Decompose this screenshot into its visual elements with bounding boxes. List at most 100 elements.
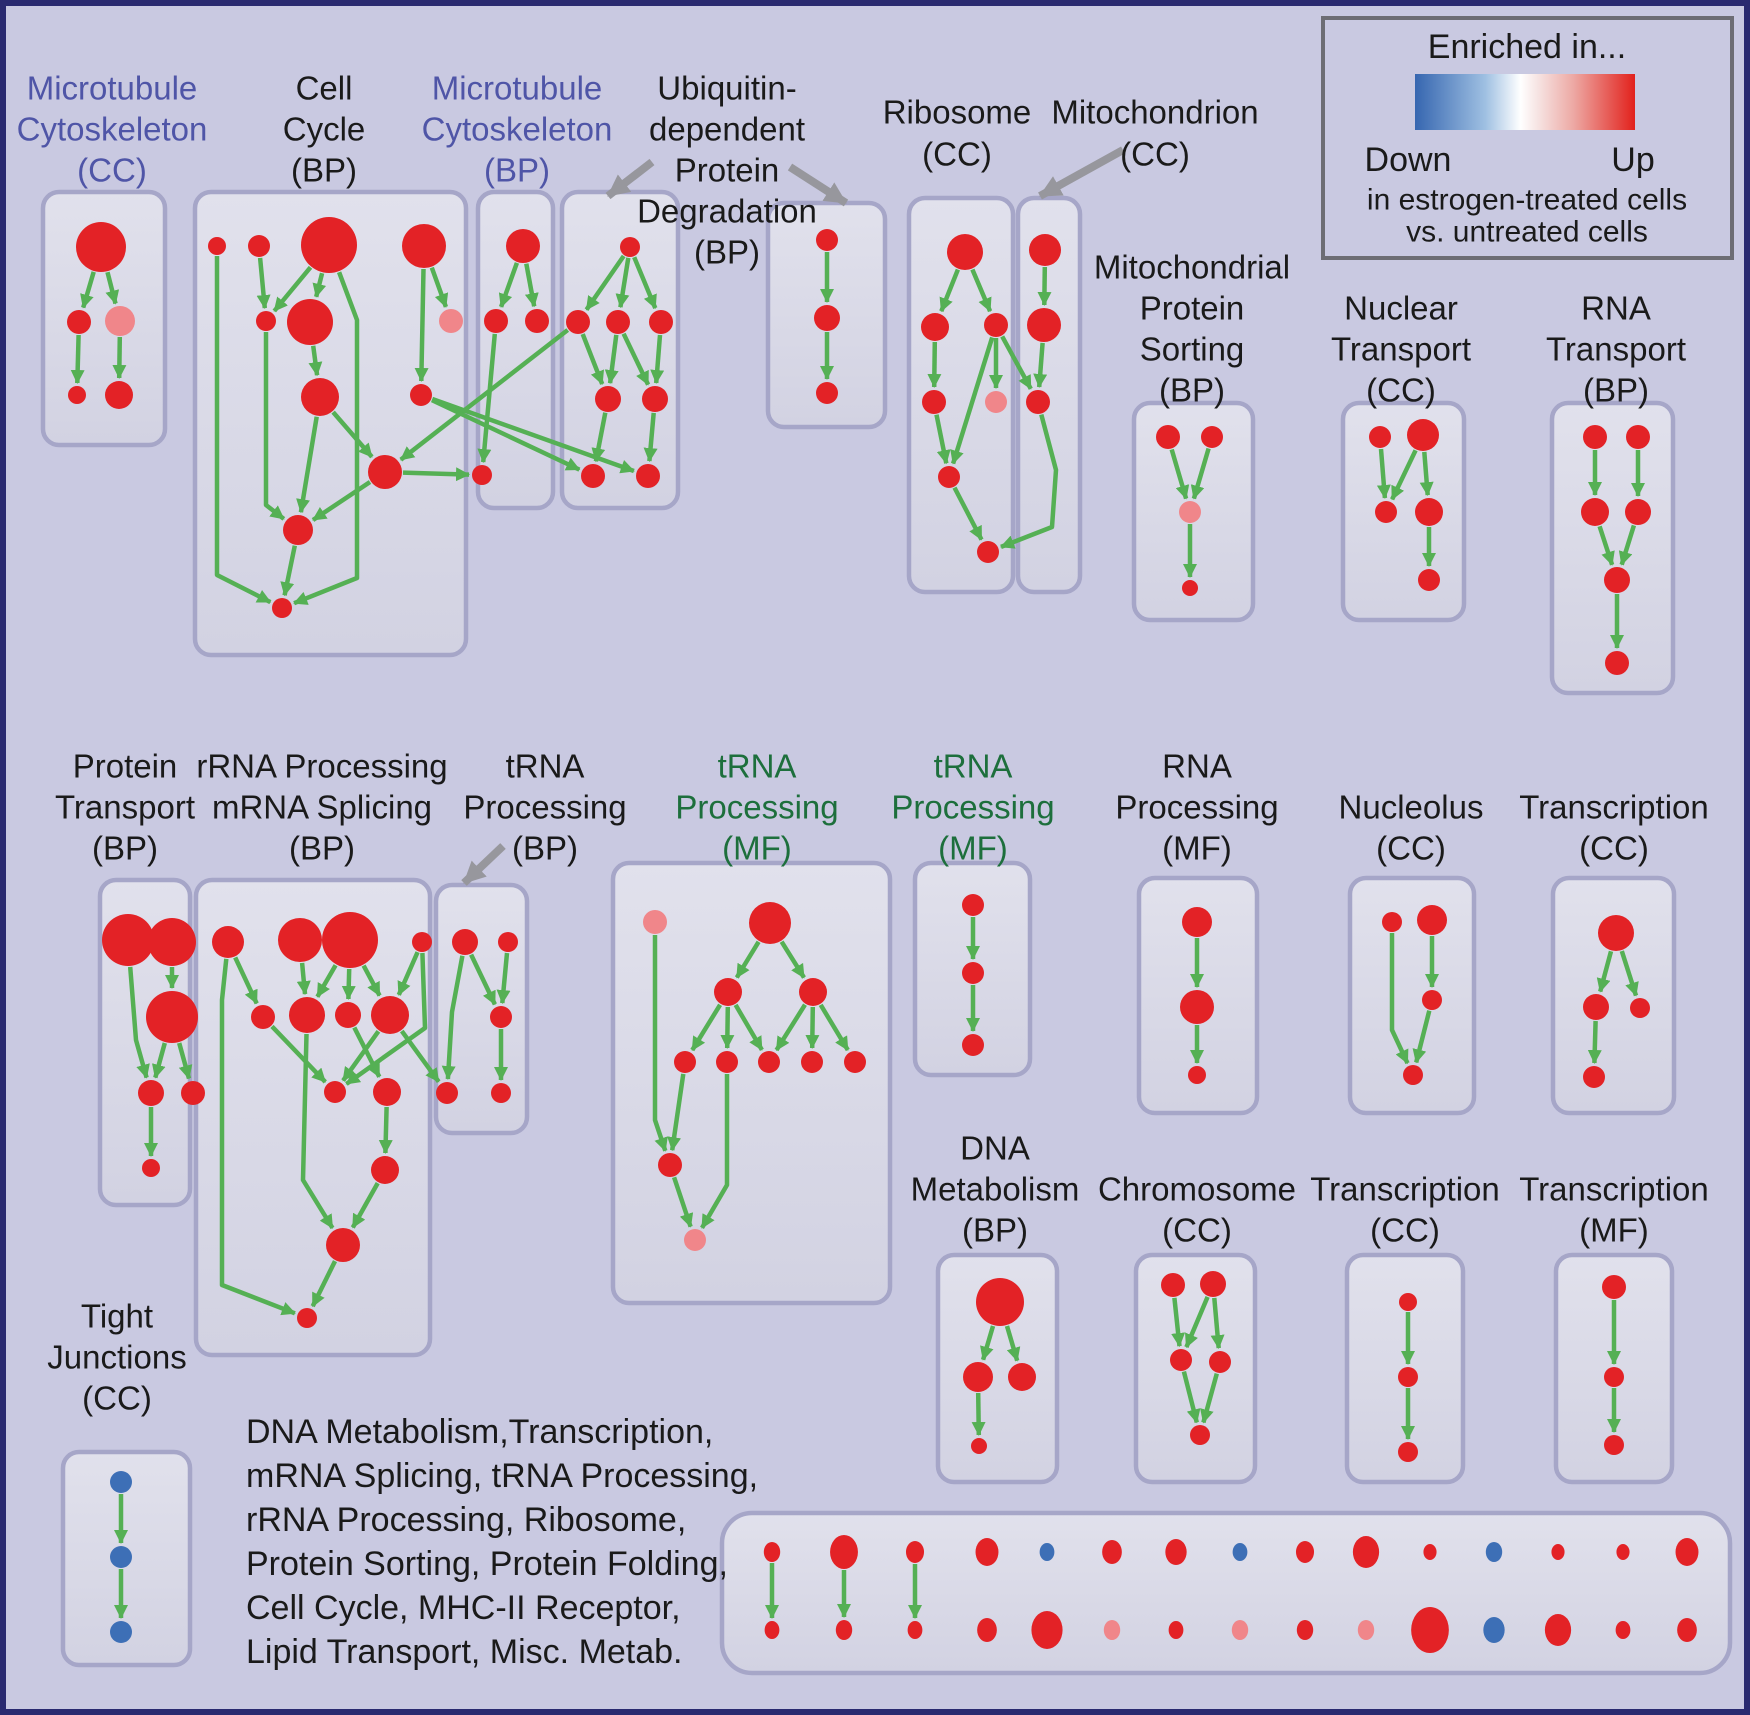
- nuclear-transport-cc-label-line-2: (CC): [1366, 372, 1436, 409]
- trna-processing-mf-1-node-2: [714, 978, 742, 1006]
- trna-processing-bp-label-line-2: (BP): [512, 830, 578, 867]
- ubiquitin-degradation-bp-node-0: [620, 237, 640, 257]
- trna-processing-mf-1-edge-3: [720, 1006, 735, 1049]
- chromosome-cc-edge-4: [1200, 1373, 1219, 1424]
- microtubule-cytoskeleton-cc-node-3: [68, 386, 86, 404]
- transcription-cc-mid-edge-0: [1596, 950, 1614, 993]
- microtubule-cytoskeleton-cc-label-line-2: (CC): [77, 152, 147, 189]
- ubiquitin-degradation-bp-edge-2: [632, 256, 658, 310]
- trna-processing-mf-1-edge-9: [667, 1073, 686, 1152]
- rrna-processing-mrna-splicing-bp-edge-14: [345, 952, 428, 1086]
- trna-processing-mf-2-label-line-2: (MF): [938, 830, 1008, 867]
- protein-transport-bp-node-1: [148, 918, 196, 966]
- cell-cycle-bp-node-1: [248, 235, 270, 257]
- misc-node-bottom-10: [1411, 1607, 1449, 1653]
- rna-transport-bp-node-5: [1605, 651, 1629, 675]
- protein-transport-bp-node-4: [181, 1081, 205, 1105]
- misc-text-line-5: Lipid Transport, Misc. Metab.: [246, 1633, 683, 1671]
- mitochondrial-protein-sorting-bp-label-line-3: (BP): [1159, 372, 1225, 409]
- rrna-processing-mrna-splicing-bp-edge-11: [310, 1260, 338, 1308]
- chromosome-cc-node-2: [1170, 1349, 1192, 1371]
- cell-cycle-bp-edge-9: [280, 545, 298, 597]
- rrna-processing-mrna-splicing-bp-node-11: [326, 1228, 360, 1262]
- cell-cycle-bp-edge-12: [293, 271, 360, 606]
- trna-processing-bp-node-1: [498, 932, 518, 952]
- rna-processing-mf-label-line-1: Processing: [1115, 789, 1278, 826]
- protein-transport-bp-node-3: [138, 1080, 164, 1106]
- chromosome-cc-node-3: [1209, 1351, 1231, 1373]
- transcription-cc-bottom-label-line-1: (CC): [1370, 1212, 1440, 1249]
- trna-processing-mf-1-label-line-1: Processing: [675, 789, 838, 826]
- microtubule-cytoskeleton-bp-label-line-2: (BP): [484, 152, 550, 189]
- protein-transport-bp-edge-0: [127, 966, 150, 1079]
- dna-metabolism-bp-node-1: [963, 1362, 993, 1392]
- microtubule-cytoskeleton-bp-label-line-0: Microtubule: [432, 70, 603, 107]
- misc-node-bottom-2: [907, 1621, 923, 1639]
- mitochondrion-cc-node-0: [1029, 234, 1061, 266]
- transcription-mf-node-0: [1602, 1275, 1626, 1299]
- misc-node-bottom-0: [764, 1621, 780, 1639]
- trna-processing-mf-1-node-9: [658, 1153, 682, 1177]
- misc-node-top-7: [1232, 1543, 1248, 1561]
- legend-box: [1321, 16, 1734, 260]
- protein-transport-bp-label-line-2: (BP): [92, 830, 158, 867]
- chromosome-cc-label-line-0: Chromosome: [1098, 1171, 1296, 1208]
- protein-transport-bp-node-2: [146, 991, 198, 1043]
- cell-cycle-bp-edge-4: [414, 268, 429, 382]
- transcription-mf-label-line-1: (MF): [1579, 1212, 1649, 1249]
- ribosome-cc-node-5: [938, 466, 960, 488]
- cell-cycle-bp-edge-7: [296, 416, 319, 514]
- trna-processing-mf-1-label-line-2: (MF): [722, 830, 792, 867]
- cross-edge-6: [399, 1029, 441, 1084]
- rna-transport-bp-node-0: [1583, 425, 1607, 449]
- trna-processing-bp-node-2: [490, 1006, 512, 1028]
- cross-edge-2: [431, 396, 635, 474]
- protein-transport-bp-label-line-1: Transport: [55, 789, 195, 826]
- rna-processing-mf-node-1: [1180, 990, 1214, 1024]
- trna-processing-mf-1-edge-6: [805, 1006, 820, 1049]
- misc-text-line-0: DNA Metabolism,Transcription,: [246, 1413, 713, 1451]
- ubiquitin-degradation-bp-label-line-0: Ubiquitin-: [657, 70, 796, 107]
- rna-transport-bp-label-line-0: RNA: [1581, 290, 1651, 327]
- ribosome-cc-node-3: [922, 390, 946, 414]
- rna-transport-bp-node-4: [1604, 567, 1630, 593]
- mitochondrion-cc-edge-1: [1033, 342, 1048, 388]
- misc-node-bottom-9: [1357, 1620, 1375, 1640]
- misc-node-bottom-3: [977, 1618, 997, 1642]
- transcription-cc-mid-label-line-1: (CC): [1579, 830, 1649, 867]
- cell-cycle-bp-label-line-2: (BP): [291, 152, 357, 189]
- chromosome-cc-edge-1: [1184, 1296, 1210, 1349]
- microtubule-cytoskeleton-bp-node-0: [506, 229, 540, 263]
- misc-text-line-4: Cell Cycle, MHC-II Receptor,: [246, 1589, 681, 1627]
- rna-transport-bp-label-line-2: (BP): [1583, 372, 1649, 409]
- legend-subline-2: vs. untreated cells: [1406, 216, 1648, 249]
- misc-node-bottom-13: [1615, 1621, 1631, 1639]
- microtubule-cytoskeleton-bp-edge-1: [524, 263, 539, 308]
- transcription-cc-mid-node-0: [1598, 915, 1634, 951]
- mitochondrial-protein-sorting-bp-node-0: [1156, 425, 1180, 449]
- nuclear-transport-cc-node-3: [1415, 498, 1443, 526]
- microtubule-cytoskeleton-cc-node-2: [105, 306, 135, 336]
- ubiquitin-degradation-bp-edge-4: [604, 334, 619, 385]
- microtubule-cytoskeleton-cc-edge-2: [70, 334, 85, 384]
- protein-transport-bp-edge-3: [177, 1042, 193, 1080]
- cell-cycle-bp-node-0: [208, 237, 226, 255]
- rrna-processing-mrna-splicing-bp-node-8: [324, 1081, 346, 1103]
- ribosome-cc-edge-2: [927, 341, 942, 388]
- rrna-processing-mrna-splicing-bp-node-10: [371, 1156, 399, 1184]
- misc-node-top-6: [1165, 1539, 1187, 1565]
- mitochondrial-protein-sorting-bp-label-line-2: Sorting: [1140, 331, 1245, 368]
- misc-node-top-5: [1102, 1540, 1122, 1564]
- trna-processing-mf-1-edge-5: [774, 1003, 807, 1052]
- transcription-cc-bottom-label-line-0: Transcription: [1310, 1171, 1500, 1208]
- misc-node-bottom-8: [1296, 1620, 1314, 1640]
- rna-processing-mf-label-line-0: RNA: [1162, 748, 1232, 785]
- rrna-processing-mrna-splicing-bp-edge-5: [396, 951, 420, 996]
- cell-cycle-bp-label-line-0: Cell: [296, 70, 353, 107]
- rrna-processing-mrna-splicing-bp-edge-10: [350, 1181, 380, 1229]
- misc-node-bottom-14: [1677, 1618, 1697, 1642]
- transcription-cc-bottom-node-0: [1399, 1293, 1417, 1311]
- rrna-processing-mrna-splicing-bp-edge-7: [352, 1026, 382, 1078]
